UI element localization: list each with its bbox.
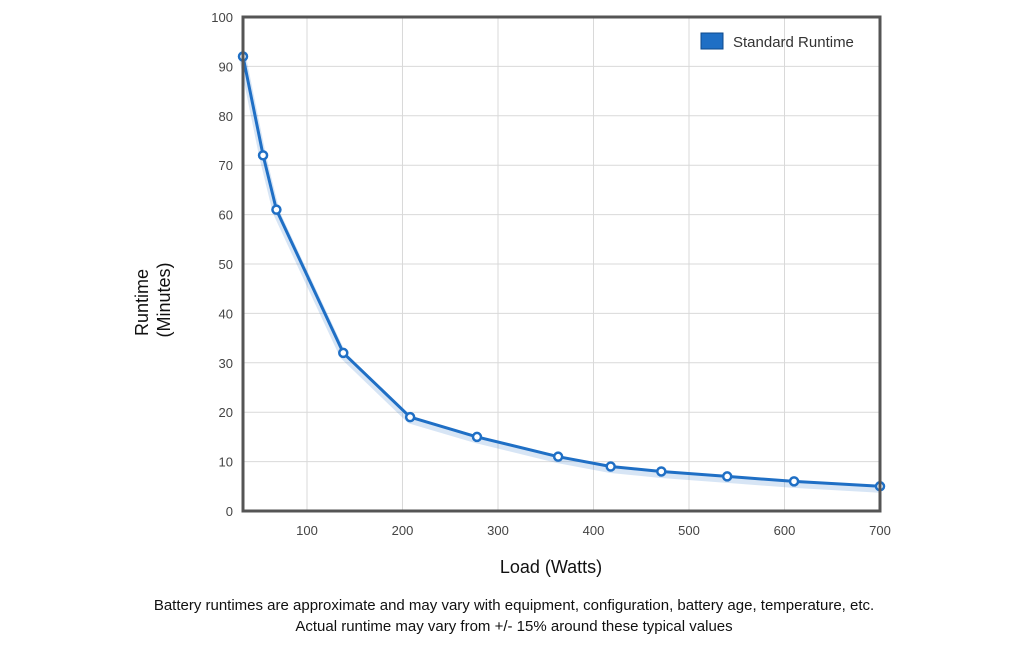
legend: Standard Runtime <box>700 32 854 51</box>
y-tick-label: 80 <box>219 109 233 124</box>
y-tick-label: 60 <box>219 208 233 223</box>
y-axis-title-line-2: (Minutes) <box>154 262 174 337</box>
x-tick-label: 400 <box>583 523 605 538</box>
data-point <box>788 476 800 487</box>
data-point <box>338 347 349 359</box>
x-tick-labels: 100 200 300 400 500 600 700 <box>296 523 891 538</box>
data-point <box>271 204 282 215</box>
footnote-line-2: Actual runtime may vary from +/- 15% aro… <box>295 618 733 635</box>
y-tick-label: 100 <box>211 10 233 25</box>
y-tick-label: 0 <box>226 504 233 519</box>
x-tick-label: 700 <box>869 523 891 538</box>
y-tick-label: 30 <box>219 356 233 371</box>
legend-label: Standard Runtime <box>733 34 854 51</box>
x-tick-label: 600 <box>774 523 796 538</box>
series-layer <box>237 51 886 493</box>
series-line <box>241 56 881 488</box>
y-tick-label: 20 <box>219 405 233 420</box>
y-axis-title: Runtime (Minutes) <box>132 262 174 337</box>
footnote-line-1: Battery runtimes are approximate and may… <box>153 597 875 614</box>
data-point <box>605 461 616 472</box>
y-tick-label: 70 <box>219 158 233 173</box>
x-tick-label: 500 <box>678 523 700 538</box>
data-point <box>721 471 733 482</box>
y-tick-label: 50 <box>219 257 233 272</box>
y-tick-label: 90 <box>219 59 233 74</box>
y-tick-label: 40 <box>219 306 233 321</box>
x-axis-title: Load (Watts) <box>500 557 602 577</box>
grid-lines <box>243 16 881 512</box>
y-axis-title-line-1: Runtime <box>132 269 152 336</box>
data-point <box>552 451 564 462</box>
y-tick-label: 10 <box>219 455 233 470</box>
data-point <box>471 431 483 443</box>
x-tick-label: 200 <box>392 523 414 538</box>
runtime-chart: 100 200 300 400 500 600 700 0 10 20 30 40 50 60 70 80 9… <box>132 10 891 577</box>
data-point <box>257 150 269 161</box>
x-tick-label: 300 <box>487 523 509 538</box>
x-tick-label: 100 <box>296 523 318 538</box>
legend-swatch <box>700 32 724 50</box>
plot-frame <box>241 15 882 513</box>
data-point <box>404 411 416 423</box>
data-point <box>656 466 667 477</box>
y-tick-labels: 0 10 20 30 40 50 60 70 80 90 100 <box>211 10 233 519</box>
